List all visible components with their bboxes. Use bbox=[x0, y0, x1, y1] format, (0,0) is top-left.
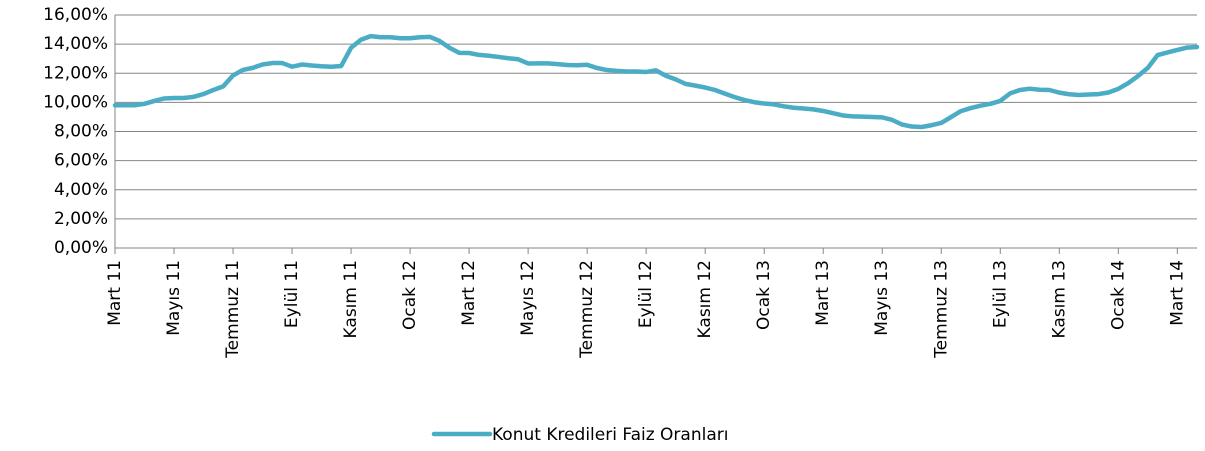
x-tick-label: Mart 11 bbox=[105, 260, 125, 326]
y-tick-label: 4,00% bbox=[54, 180, 108, 200]
y-tick-label: 0,00% bbox=[54, 238, 108, 258]
x-tick-label: Temmuz 12 bbox=[577, 260, 597, 359]
x-tick-label: Temmuz 11 bbox=[223, 260, 243, 359]
y-tick-label: 2,00% bbox=[54, 209, 108, 229]
series-line bbox=[112, 33, 1200, 130]
legend-label: Konut Kredileri Faiz Oranları bbox=[492, 425, 728, 445]
x-tick-label: Temmuz 13 bbox=[931, 260, 951, 359]
x-tick-label: Mayıs 13 bbox=[872, 260, 892, 336]
x-tick-label: Kasım 13 bbox=[1049, 260, 1069, 338]
x-tick-label: Mayıs 12 bbox=[518, 260, 538, 336]
y-tick-label: 6,00% bbox=[54, 151, 108, 171]
x-tick-label: Eylül 12 bbox=[636, 260, 656, 328]
x-tick-label: Mayıs 11 bbox=[164, 260, 184, 336]
y-tick-label: 16,00% bbox=[43, 5, 108, 25]
y-tick-label: 10,00% bbox=[43, 92, 108, 112]
x-tick-label: Kasım 11 bbox=[341, 260, 361, 338]
x-tick-label: Eylül 13 bbox=[990, 260, 1010, 328]
x-tick-label: Kasım 12 bbox=[695, 260, 715, 338]
y-tick-label: 12,00% bbox=[43, 63, 108, 83]
x-tick-label: Ocak 13 bbox=[754, 260, 774, 330]
x-tick-label: Mart 13 bbox=[813, 260, 833, 326]
x-tick-label: Mart 14 bbox=[1167, 260, 1187, 326]
x-tick-label: Ocak 12 bbox=[400, 260, 420, 330]
x-tick-label: Ocak 14 bbox=[1108, 260, 1128, 330]
y-tick-label: 14,00% bbox=[43, 34, 108, 54]
x-tick-label: Mart 12 bbox=[459, 260, 479, 326]
x-tick-label: Eylül 11 bbox=[282, 260, 302, 328]
y-tick-label: 8,00% bbox=[54, 122, 108, 142]
